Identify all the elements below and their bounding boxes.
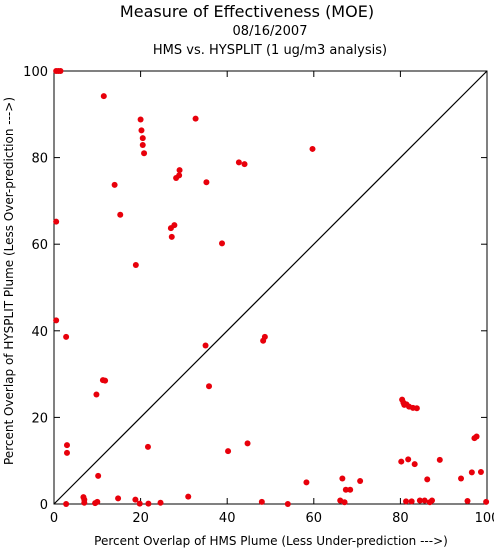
data-point-6	[63, 442, 70, 449]
data-point-11	[81, 499, 88, 506]
x-tick-label-2: 40	[219, 511, 236, 526]
data-point-85	[483, 498, 490, 505]
data-point-83	[473, 433, 480, 440]
data-point-73	[416, 497, 423, 504]
data-point-32	[157, 499, 164, 506]
data-point-60	[357, 478, 364, 485]
y-tick-label-4: 80	[31, 152, 48, 167]
data-point-67	[403, 498, 410, 505]
y-tick-label-3: 60	[31, 238, 48, 253]
data-point-84	[477, 468, 484, 475]
scatter-points	[53, 68, 490, 507]
data-point-39	[185, 493, 192, 500]
y-tick-label-2: 40	[31, 325, 48, 340]
data-point-21	[115, 495, 122, 502]
y-axis-label: Percent Overlap of HYSPLIT Plume (Less O…	[2, 97, 16, 465]
data-point-68	[405, 456, 412, 463]
data-point-30	[144, 443, 151, 450]
data-point-77	[429, 497, 436, 504]
data-point-47	[241, 161, 248, 168]
data-point-24	[136, 500, 143, 507]
data-point-29	[141, 150, 148, 157]
data-point-70	[413, 405, 420, 412]
data-point-23	[132, 496, 139, 503]
data-point-45	[225, 448, 232, 455]
data-point-71	[408, 498, 415, 505]
x-tick-label-5: 100	[475, 511, 494, 526]
data-point-31	[145, 500, 152, 507]
x-tick-label-4: 80	[392, 511, 409, 526]
data-point-61	[398, 458, 405, 465]
data-point-20	[117, 211, 124, 218]
data-point-7	[63, 449, 70, 456]
data-point-22	[132, 261, 139, 268]
data-point-59	[347, 486, 354, 493]
y-tick-label-1: 20	[31, 411, 48, 426]
data-point-78	[436, 456, 443, 463]
chart-analysis-subtitle: HMS vs. HYSPLIT (1 ug/m3 analysis)	[153, 43, 387, 58]
reference-diagonal-line	[53, 70, 488, 505]
x-tick-label-3: 60	[306, 511, 323, 526]
data-point-41	[202, 342, 209, 349]
data-point-52	[284, 501, 291, 507]
data-point-81	[468, 469, 475, 476]
data-point-75	[424, 476, 431, 483]
data-point-44	[219, 240, 226, 247]
data-point-15	[95, 472, 102, 479]
data-point-51	[261, 333, 268, 340]
data-point-40	[192, 115, 199, 122]
data-point-48	[244, 440, 251, 447]
data-point-3	[53, 218, 60, 225]
data-point-28	[139, 142, 146, 149]
chart-date: 08/16/2007	[233, 24, 308, 39]
data-point-27	[139, 135, 146, 142]
data-point-8	[63, 501, 70, 507]
data-point-14	[93, 391, 100, 398]
data-point-5	[63, 333, 70, 340]
x-tick-label-1: 20	[132, 511, 149, 526]
data-point-43	[206, 383, 213, 390]
data-point-49	[258, 498, 265, 505]
data-point-42	[203, 179, 210, 186]
data-point-4	[53, 317, 60, 324]
data-point-17	[102, 377, 109, 384]
data-point-54	[309, 145, 316, 152]
plot-frame	[53, 70, 488, 505]
y-tick-label-0: 0	[40, 498, 48, 513]
x-axis-label: Percent Overlap of HMS Plume (Less Under…	[94, 534, 448, 548]
data-point-72	[411, 461, 418, 468]
data-point-57	[341, 499, 348, 506]
axis-ticks: 0 20 40 60 80 100 0 20 40 60 80 100	[23, 65, 494, 526]
data-point-53	[303, 479, 310, 486]
data-point-56	[339, 475, 346, 482]
data-point-58	[342, 486, 349, 493]
data-point-25	[137, 116, 144, 123]
data-point-13	[94, 498, 101, 505]
data-point-37	[176, 172, 183, 179]
data-point-2	[57, 68, 64, 74]
data-point-79	[458, 475, 465, 482]
y-tick-label-5: 100	[23, 65, 48, 80]
x-tick-label-0: 0	[50, 511, 58, 526]
data-point-18	[100, 93, 107, 100]
data-point-19	[111, 181, 118, 188]
data-point-74	[421, 497, 428, 504]
data-point-38	[176, 167, 183, 174]
chart-title: Measure of Effectiveness (MOE)	[120, 2, 374, 21]
data-point-35	[171, 222, 178, 229]
data-point-26	[138, 127, 145, 134]
data-point-34	[168, 233, 175, 240]
data-point-46	[235, 159, 242, 166]
data-point-80	[464, 497, 471, 504]
